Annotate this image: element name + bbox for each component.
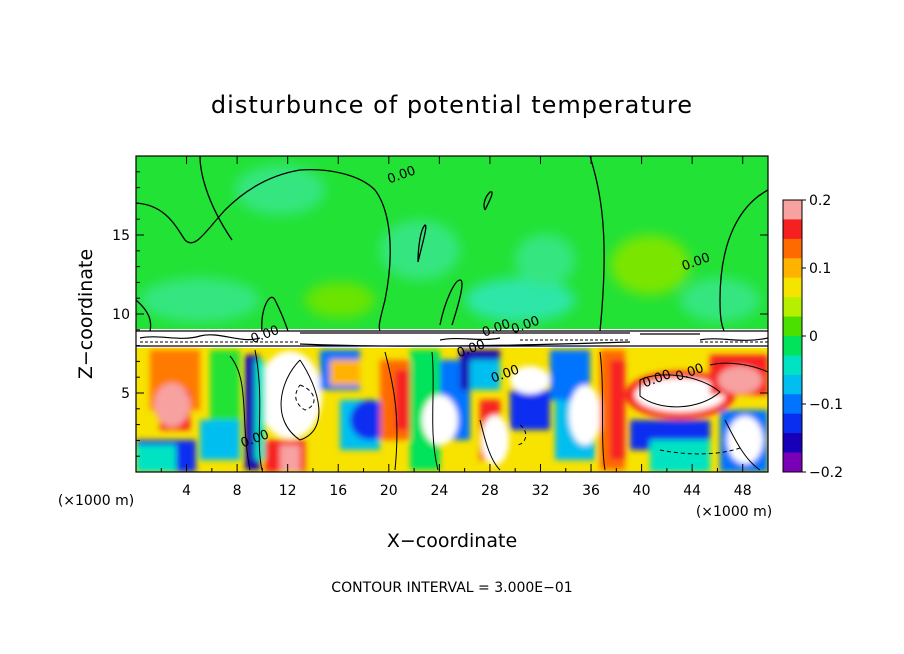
x-tick-label: 40 bbox=[633, 483, 651, 499]
y-tick-label: 15 bbox=[112, 228, 130, 244]
x-unit-left: (×1000 m) bbox=[58, 493, 134, 509]
y-axis: 5 10 15 bbox=[112, 171, 768, 457]
upper-field-variations bbox=[140, 165, 760, 322]
colorbar-segment bbox=[783, 452, 802, 473]
colorbar-segment bbox=[783, 413, 802, 434]
plot-area: 0.000.000.000.000.000.00 0.00 0.000.000.00 bbox=[136, 156, 768, 472]
x-axis: 4 8 12 16 20 24 28 32 36 40 44 48 bbox=[160, 156, 752, 499]
contour-interval-footer: CONTOUR INTERVAL = 3.000E−01 bbox=[331, 580, 572, 596]
colorbar-tick-label: 0.1 bbox=[809, 261, 831, 277]
colorbar-segment bbox=[783, 277, 802, 298]
lower-turbulence bbox=[136, 350, 768, 472]
colorbar-tick-label: 0.2 bbox=[809, 193, 831, 209]
colorbar-tick-label: −0.1 bbox=[809, 397, 843, 413]
x-tick-label: 44 bbox=[683, 483, 701, 499]
y-tick-label: 10 bbox=[112, 307, 130, 323]
contour-labels: 0.000.000.000.000.000.00 0.00 0.000.000.00 bbox=[239, 163, 712, 451]
colorbar-segment bbox=[783, 355, 802, 376]
y-axis-label: Z−coordinate bbox=[75, 249, 97, 379]
colorbar-segment bbox=[783, 219, 802, 240]
x-tick-label: 20 bbox=[380, 483, 398, 499]
colorbar-segment bbox=[783, 316, 802, 337]
lower-dashes bbox=[295, 384, 741, 455]
interface-dashes bbox=[140, 339, 768, 343]
colorbar-tick-label: −0.2 bbox=[809, 465, 843, 481]
x-tick-label: 8 bbox=[233, 483, 242, 499]
interface-contours bbox=[136, 330, 768, 347]
colorbar-segment bbox=[783, 258, 802, 279]
y-tick-label: 5 bbox=[121, 386, 130, 402]
colorbar-segment bbox=[783, 297, 802, 318]
x-axis-label: X−coordinate bbox=[387, 530, 517, 552]
colorbar-segment bbox=[783, 374, 802, 395]
colorbar: 0.2 0.1 0 −0.1 −0.2 bbox=[782, 193, 843, 481]
colorbar-segment bbox=[783, 433, 802, 454]
x-tick-label: 12 bbox=[279, 483, 297, 499]
lower-contours bbox=[229, 349, 768, 471]
x-tick-label: 16 bbox=[329, 483, 347, 499]
upper-contours bbox=[136, 156, 768, 332]
colorbar-segment bbox=[783, 238, 802, 259]
colorbar-segment bbox=[783, 200, 802, 220]
x-tick-label: 32 bbox=[532, 483, 550, 499]
x-tick-label: 28 bbox=[481, 483, 499, 499]
x-tick-label: 24 bbox=[430, 483, 448, 499]
chart-title: disturbunce of potential temperature bbox=[211, 91, 693, 119]
x-tick-label: 36 bbox=[582, 483, 600, 499]
x-unit-right: (×1000 m) bbox=[696, 504, 772, 520]
colorbar-tick-label: 0 bbox=[809, 329, 818, 345]
colorbar-segment bbox=[783, 394, 802, 415]
colorbar-segment bbox=[783, 336, 802, 356]
x-tick-label: 48 bbox=[734, 483, 752, 499]
x-tick-label: 4 bbox=[182, 483, 191, 499]
